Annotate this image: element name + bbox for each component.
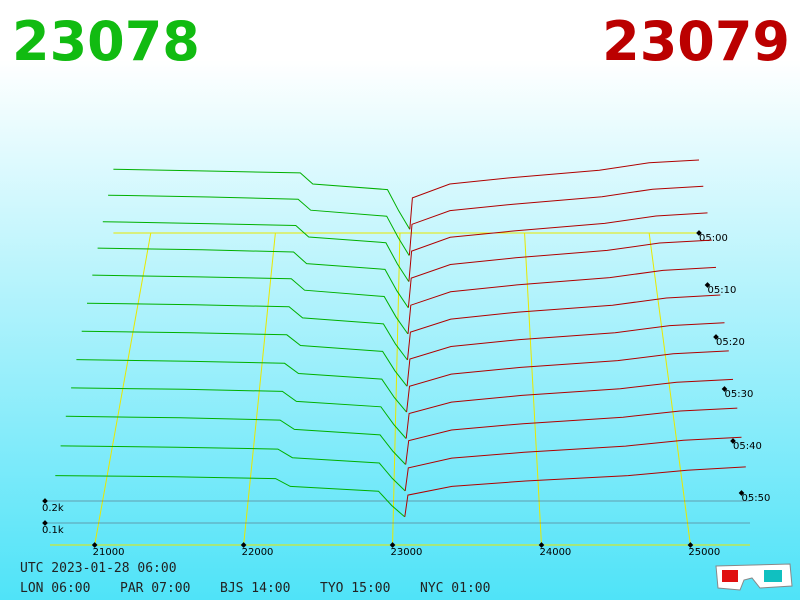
x-tick-label: 24000 [539, 547, 571, 558]
bid-depth-line [92, 274, 409, 335]
ask-depth-line [405, 407, 738, 465]
ask-depth-line [408, 212, 708, 282]
ask-price: 23079 [602, 10, 790, 73]
tick-dot [687, 542, 694, 548]
x-tick-label: 23000 [391, 547, 423, 558]
tick-dot [91, 542, 98, 548]
bid-depth-line [76, 359, 407, 413]
time-tick-label: 05:20 [716, 337, 745, 348]
time-tick-label: 05:10 [708, 285, 737, 296]
bid-depth-line [81, 330, 408, 387]
ask-depth-line [407, 294, 721, 360]
city-time: BJS 14:00 [220, 581, 290, 596]
z-tick-label: 0.1k [42, 525, 64, 536]
tick-dot [696, 230, 702, 236]
grid-line [392, 232, 401, 546]
city-time: LON 06:00 [20, 581, 90, 596]
bid-depth-line [102, 221, 410, 282]
z-tick-label: 0.2k [42, 503, 64, 514]
tick-dot [704, 282, 711, 288]
bid-depth-line [86, 302, 408, 361]
city-time: PAR 07:00 [120, 581, 190, 596]
time-tick-label: 05:30 [725, 389, 754, 400]
ask-depth-line [407, 239, 712, 308]
tick-dot [389, 542, 396, 548]
ask-depth-line [404, 436, 742, 491]
bid-depth-line [108, 194, 410, 256]
bid-depth-line [60, 445, 406, 492]
grid-line [648, 232, 691, 546]
bid-depth-line [65, 415, 406, 465]
grid-line [243, 232, 276, 546]
bid-depth-line [113, 168, 411, 230]
3d-glasses-icon [715, 563, 793, 591]
ask-depth-line [404, 466, 746, 517]
time-tick-label: 05:50 [742, 493, 771, 504]
tick-dot [538, 542, 545, 548]
utc-time: UTC 2023-01-28 06:00 [20, 561, 177, 576]
x-tick-label: 21000 [93, 547, 125, 558]
ask-depth-line [407, 266, 717, 334]
time-tick-label: 05:40 [733, 441, 762, 452]
tick-dot [730, 438, 736, 444]
city-time: TYO 15:00 [320, 581, 390, 596]
x-tick-label: 22000 [242, 547, 274, 558]
bid-depth-line [71, 387, 407, 439]
ask-depth-line [409, 159, 700, 230]
tick-dot [721, 386, 728, 392]
bid-price: 23078 [12, 10, 200, 73]
ask-depth-line [406, 350, 729, 413]
bid-depth-line [55, 475, 405, 518]
grid-line [524, 232, 542, 546]
ask-depth-line [405, 378, 734, 439]
tick-dot [713, 334, 719, 340]
ask-depth-line [406, 322, 725, 387]
bid-depth-line [97, 247, 409, 309]
ask-depth-line [408, 185, 704, 256]
tick-dot [738, 490, 745, 496]
time-tick-label: 05:00 [699, 233, 728, 244]
tick-dot [240, 542, 247, 548]
city-time: NYC 01:00 [420, 581, 490, 596]
tick-dot [42, 520, 48, 526]
x-tick-label: 25000 [688, 547, 720, 558]
